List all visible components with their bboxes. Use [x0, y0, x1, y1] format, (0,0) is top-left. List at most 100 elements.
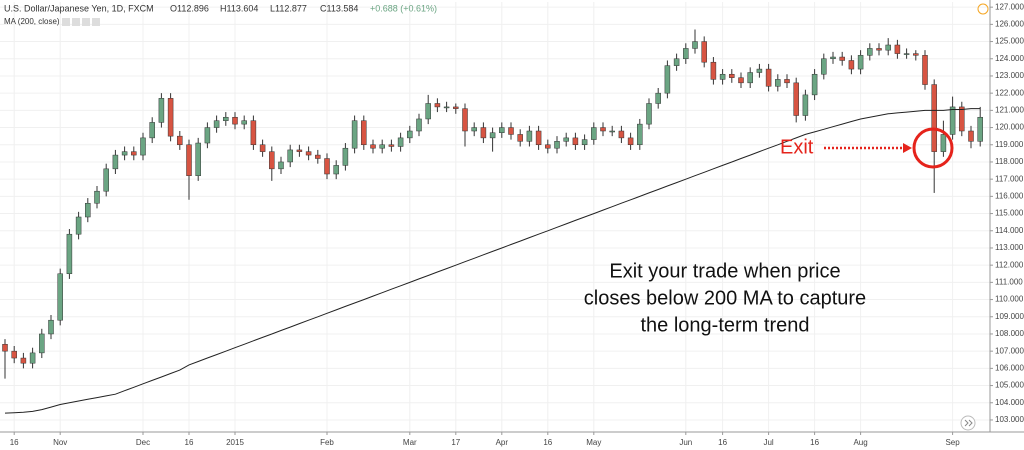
candle-body: [738, 77, 744, 84]
candle-body: [407, 130, 413, 139]
x-tick-label: Apr: [496, 438, 509, 447]
candle-body: [315, 154, 321, 159]
candle-body: [683, 48, 689, 60]
candle-body: [480, 127, 487, 139]
candle-body: [167, 98, 174, 137]
x-tick-label: 16: [10, 438, 19, 447]
candle-body: [719, 73, 726, 80]
candle-body: [57, 273, 63, 321]
candle-body: [710, 61, 717, 80]
candle-body: [600, 127, 606, 132]
candle-body: [692, 41, 698, 49]
y-tick-label: 121.000: [995, 105, 1024, 114]
candle-body: [821, 58, 827, 75]
x-tick-label: Aug: [853, 438, 867, 447]
candle-body: [241, 120, 247, 125]
button[interactable]: [92, 18, 100, 26]
scroll-icon: [964, 419, 973, 427]
candle-body: [121, 151, 128, 156]
ohlc-high: H113.604: [220, 3, 258, 13]
x-tick-label: Nov: [53, 438, 67, 447]
candle-body: [416, 118, 422, 132]
candle-body: [379, 144, 385, 149]
note-line: the long-term trend: [641, 314, 810, 336]
candle-body: [94, 190, 100, 204]
candle-body: [655, 92, 661, 104]
y-tick-label: 126.000: [995, 19, 1024, 28]
ohlc-low: L112.877: [270, 3, 307, 13]
x-tick-label: Feb: [320, 438, 334, 447]
candle-body: [324, 158, 330, 175]
candle-body: [867, 48, 873, 56]
candle-body: [305, 151, 312, 156]
candle-body: [223, 116, 229, 121]
candle-body: [66, 233, 73, 275]
y-tick-label: 112.000: [995, 260, 1024, 269]
y-tick-label: 120.000: [995, 123, 1024, 132]
y-tick-label: 122.000: [995, 88, 1024, 97]
candle-body: [646, 103, 652, 125]
candle-body: [29, 352, 36, 364]
candle-body: [453, 106, 459, 109]
x-tick-label: Sep: [945, 438, 960, 447]
y-tick-label: 124.000: [995, 54, 1024, 63]
candle-body: [250, 120, 257, 146]
clock-icon[interactable]: [977, 3, 989, 15]
candle-body: [140, 137, 146, 156]
candle-body: [581, 139, 588, 146]
candle-body: [913, 53, 919, 56]
candle-body: [499, 127, 505, 133]
plot: [2, 29, 983, 414]
candle-body: [443, 106, 450, 109]
x-tick-label: May: [586, 438, 601, 447]
button[interactable]: [72, 18, 80, 26]
x-tick-label: 2015: [226, 438, 244, 447]
candle-body: [287, 149, 293, 163]
candle-body: [563, 137, 569, 142]
moving-average-line: [4, 108, 981, 414]
candle-body: [48, 319, 54, 335]
candle-body: [894, 44, 901, 54]
candle-body: [186, 144, 192, 176]
candle-body: [830, 56, 836, 60]
candle-body: [903, 53, 910, 55]
candle-body: [425, 103, 431, 120]
candle-body: [195, 142, 201, 176]
candle-body: [508, 127, 514, 135]
y-tick-label: 123.000: [995, 71, 1024, 80]
exit-label: Exit: [780, 136, 814, 158]
candle-body: [627, 137, 634, 146]
candle-body: [489, 132, 496, 139]
indicator-label: MA (200, close): [4, 17, 60, 26]
candle-body: [370, 144, 376, 149]
candle-body: [940, 134, 947, 152]
indicator-buttons[interactable]: [62, 18, 100, 26]
candle-body: [977, 116, 983, 142]
ohlc-close: C113.584: [320, 3, 358, 13]
ohlc-change: +0.688 (+0.61%): [370, 3, 437, 13]
candle-body: [269, 151, 275, 170]
candle-body: [232, 116, 238, 125]
y-tick-label: 110.000: [995, 295, 1024, 304]
candle-body: [20, 357, 27, 364]
y-tick-label: 125.000: [995, 37, 1024, 46]
candle-body: [397, 137, 404, 147]
y-tick-label: 111.000: [995, 277, 1023, 286]
candle-body: [103, 168, 109, 192]
candle-body: [75, 216, 82, 235]
x-tick-label: 16: [718, 438, 727, 447]
candle-body: [885, 44, 891, 51]
y-tick-label: 114.000: [995, 226, 1024, 235]
candle-body: [701, 41, 707, 63]
candle-body: [342, 147, 349, 166]
candle-body: [131, 151, 137, 156]
button[interactable]: [82, 18, 90, 26]
candle-body: [811, 73, 818, 96]
x-tick-label: Mar: [403, 438, 417, 447]
note-line: Exit your trade when price: [609, 260, 840, 282]
button[interactable]: [62, 18, 70, 26]
y-tick-label: 115.000: [995, 209, 1024, 218]
candle-body: [434, 103, 441, 108]
candle-body: [2, 344, 8, 352]
